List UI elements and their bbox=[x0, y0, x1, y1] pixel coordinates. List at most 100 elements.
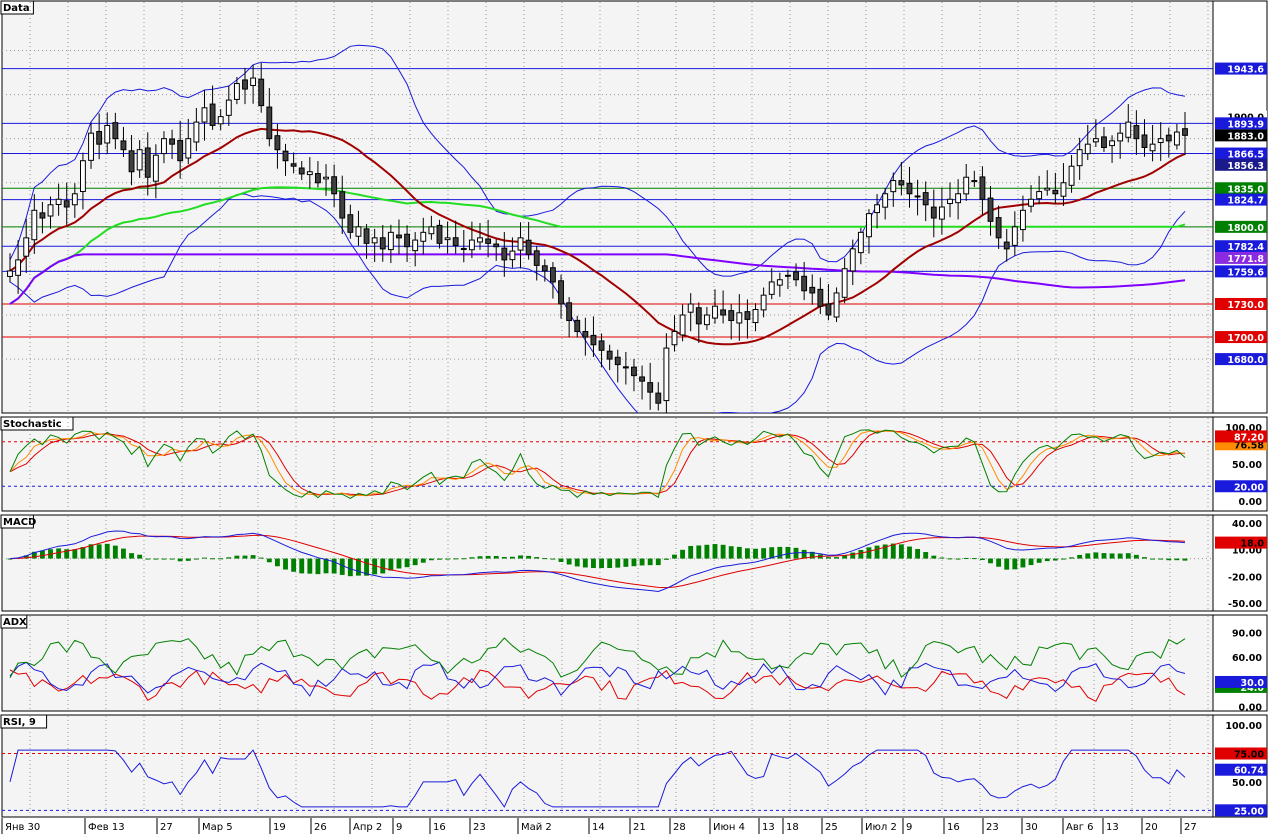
candle-body bbox=[63, 200, 70, 208]
macd-histogram-bar bbox=[761, 548, 767, 559]
candle-body bbox=[574, 319, 581, 333]
macd-histogram-bar bbox=[639, 558, 645, 566]
candle-body bbox=[428, 226, 435, 235]
indicator-label: 30.0 bbox=[1241, 678, 1265, 689]
ma-purple bbox=[9, 253, 1186, 305]
macd-histogram-bar bbox=[1044, 558, 1050, 562]
macd-histogram-bar bbox=[493, 555, 499, 559]
panel-price-axis bbox=[1212, 514, 1268, 612]
candle-body bbox=[1011, 226, 1018, 246]
candle-body bbox=[39, 212, 46, 219]
macd-histogram-bar bbox=[39, 550, 45, 559]
x-axis-label: 16 bbox=[947, 822, 960, 833]
macd-histogram-bar bbox=[169, 558, 175, 560]
price-label: 1856.3 bbox=[1227, 161, 1264, 172]
candle-body bbox=[323, 176, 329, 180]
candle-body bbox=[331, 176, 338, 195]
candle-body bbox=[185, 138, 192, 159]
macd-histogram-bar bbox=[809, 551, 815, 559]
price-label-box bbox=[1215, 182, 1267, 195]
indicator-label-box bbox=[1215, 675, 1267, 688]
macd-histogram-bar bbox=[834, 557, 839, 559]
candle-body bbox=[485, 238, 492, 244]
price-label: 1893.9 bbox=[1227, 119, 1264, 130]
indicator-label: 75.00 bbox=[1234, 750, 1264, 761]
price-label-box bbox=[1215, 297, 1267, 310]
x-axis-label: Май 2 bbox=[521, 822, 552, 833]
macd-histogram-bar bbox=[437, 558, 442, 560]
price-label-box bbox=[1215, 220, 1267, 233]
candle-body bbox=[1076, 149, 1083, 167]
candle-body bbox=[1020, 209, 1026, 231]
macd-histogram-bar bbox=[274, 558, 280, 567]
candle-body bbox=[1084, 143, 1091, 155]
price-label: 1835.0 bbox=[1227, 184, 1264, 195]
candle-body bbox=[720, 309, 727, 316]
candle-body bbox=[420, 231, 427, 242]
macd-histogram-bar bbox=[971, 558, 977, 560]
axis-tick-label: 100.00 bbox=[1225, 423, 1262, 434]
price-label: 1680.0 bbox=[1227, 355, 1264, 366]
macd-histogram-bar bbox=[112, 545, 118, 559]
candle-body bbox=[144, 147, 151, 178]
candle-body bbox=[1182, 128, 1188, 136]
macd-histogram-bar bbox=[161, 558, 167, 560]
x-axis-label: 23 bbox=[986, 822, 999, 833]
macd-histogram-bar bbox=[202, 557, 207, 559]
candle-body bbox=[501, 247, 508, 261]
candle-body bbox=[785, 274, 791, 277]
panel-plot-area bbox=[1, 714, 1214, 818]
candle-body bbox=[209, 103, 216, 126]
candle-body bbox=[647, 382, 654, 393]
candle-body bbox=[1173, 131, 1180, 146]
candle-body bbox=[274, 135, 281, 151]
candle-body bbox=[258, 78, 265, 107]
candle-body bbox=[631, 366, 637, 377]
macd-histogram-bar bbox=[56, 548, 62, 559]
x-axis-label: 9 bbox=[396, 822, 402, 833]
x-axis-label: 16 bbox=[433, 822, 446, 833]
macd-histogram-bar bbox=[266, 558, 272, 563]
candle-body bbox=[509, 250, 516, 261]
candle-body bbox=[809, 286, 816, 294]
price-label: 1824.7 bbox=[1227, 196, 1264, 207]
price-label-box bbox=[1215, 193, 1267, 206]
x-axis-label: 19 bbox=[273, 822, 286, 833]
macd-histogram-bar bbox=[1150, 558, 1156, 560]
macd-histogram-bar bbox=[728, 546, 734, 559]
candle-body bbox=[31, 209, 38, 241]
axis-tick-label: 100.00 bbox=[1225, 721, 1262, 732]
macd-histogram-bar bbox=[688, 545, 694, 559]
macd-histogram-bar bbox=[1093, 552, 1099, 559]
x-axis-label: 26 bbox=[314, 822, 327, 833]
candle-body bbox=[857, 231, 864, 254]
candle-body bbox=[882, 193, 889, 208]
indicator-label: 60.74 bbox=[1234, 766, 1264, 777]
candle-body bbox=[493, 243, 500, 248]
macd-histogram-bar bbox=[356, 558, 361, 576]
candle-body bbox=[558, 280, 564, 305]
macd-histogram-bar bbox=[177, 558, 183, 562]
macd-histogram-bar bbox=[558, 558, 564, 562]
candle-body bbox=[922, 192, 929, 206]
candle-body bbox=[88, 132, 94, 161]
candle-body bbox=[1044, 187, 1051, 191]
candle-body bbox=[979, 176, 986, 200]
macd-histogram-bar bbox=[1142, 557, 1147, 559]
indicator-label: 76.58 bbox=[1234, 440, 1264, 451]
macd-histogram-bar bbox=[291, 558, 297, 572]
price-label: 1943.6 bbox=[1227, 65, 1264, 76]
macd-histogram-bar bbox=[1052, 558, 1058, 561]
x-axis-label: Мар 5 bbox=[202, 822, 233, 833]
candle-body bbox=[760, 294, 767, 311]
candle-body bbox=[193, 121, 200, 143]
macd-histogram-bar bbox=[283, 558, 288, 570]
indicator-label: 25.00 bbox=[1234, 806, 1264, 817]
macd-histogram-bar bbox=[963, 557, 969, 559]
candle-body bbox=[1092, 138, 1099, 143]
macd-histogram-bar bbox=[1101, 553, 1107, 559]
macd-histogram-bar bbox=[234, 555, 240, 559]
macd-histogram-bar bbox=[1166, 558, 1172, 561]
macd-histogram-bar bbox=[623, 558, 629, 567]
panel-plot-area bbox=[1, 416, 1214, 512]
